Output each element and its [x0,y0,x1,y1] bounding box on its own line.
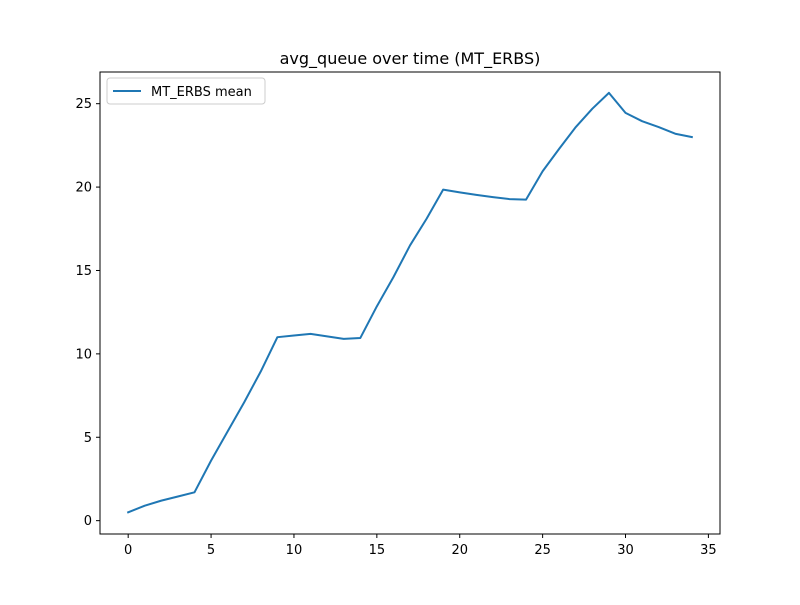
x-tick-label: 5 [207,543,215,558]
plot-area [128,93,692,512]
axes-frame [100,72,720,534]
x-tick-label: 0 [124,543,132,558]
x-tick-label: 15 [369,543,386,558]
x-tick-label: 30 [617,543,634,558]
x-tick-label: 10 [286,543,303,558]
axes: 0 5 10 15 20 25 30 35 0 5 10 15 20 25 [75,72,720,558]
y-tick-label: 20 [75,181,92,196]
x-tick-label: 25 [534,543,551,558]
y-tick-label: 0 [84,514,92,529]
y-tick-label: 15 [75,264,92,279]
y-tick-label: 25 [75,97,92,112]
chart-title: avg_queue over time (MT_ERBS) [280,49,541,69]
series-line-0 [128,93,692,512]
y-tick-label: 10 [75,347,92,362]
legend: MT_ERBS mean [107,78,265,104]
x-tick-label: 20 [451,543,468,558]
legend-label: MT_ERBS mean [151,85,252,100]
y-tick-label: 5 [84,431,92,446]
x-tick-label: 35 [700,543,717,558]
